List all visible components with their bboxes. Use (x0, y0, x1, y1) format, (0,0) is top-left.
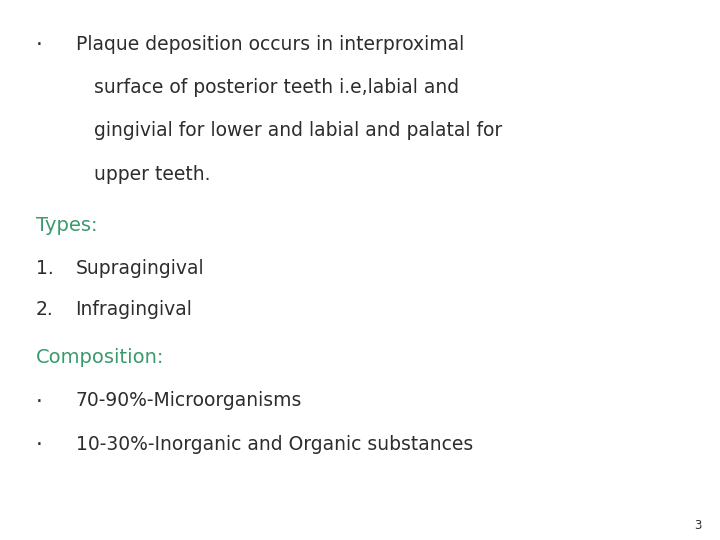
Text: 70-90%-Microorganisms: 70-90%-Microorganisms (76, 392, 302, 410)
Text: gingivial for lower and labial and palatal for: gingivial for lower and labial and palat… (94, 122, 502, 140)
Text: Composition:: Composition: (36, 348, 164, 367)
Text: ·: · (36, 435, 43, 455)
Text: 2.: 2. (36, 300, 54, 319)
Text: upper teeth.: upper teeth. (94, 165, 210, 184)
Text: 3: 3 (695, 519, 702, 532)
Text: Types:: Types: (36, 216, 97, 235)
Text: 1.: 1. (36, 259, 54, 278)
Text: Infragingival: Infragingival (76, 300, 192, 319)
Text: Plaque deposition occurs in interproximal: Plaque deposition occurs in interproxima… (76, 35, 464, 54)
Text: 10-30%-Inorganic and Organic substances: 10-30%-Inorganic and Organic substances (76, 435, 473, 454)
Text: ·: · (36, 392, 43, 411)
Text: ·: · (36, 35, 43, 55)
Text: Supragingival: Supragingival (76, 259, 204, 278)
Text: surface of posterior teeth i.e,labial and: surface of posterior teeth i.e,labial an… (94, 78, 459, 97)
